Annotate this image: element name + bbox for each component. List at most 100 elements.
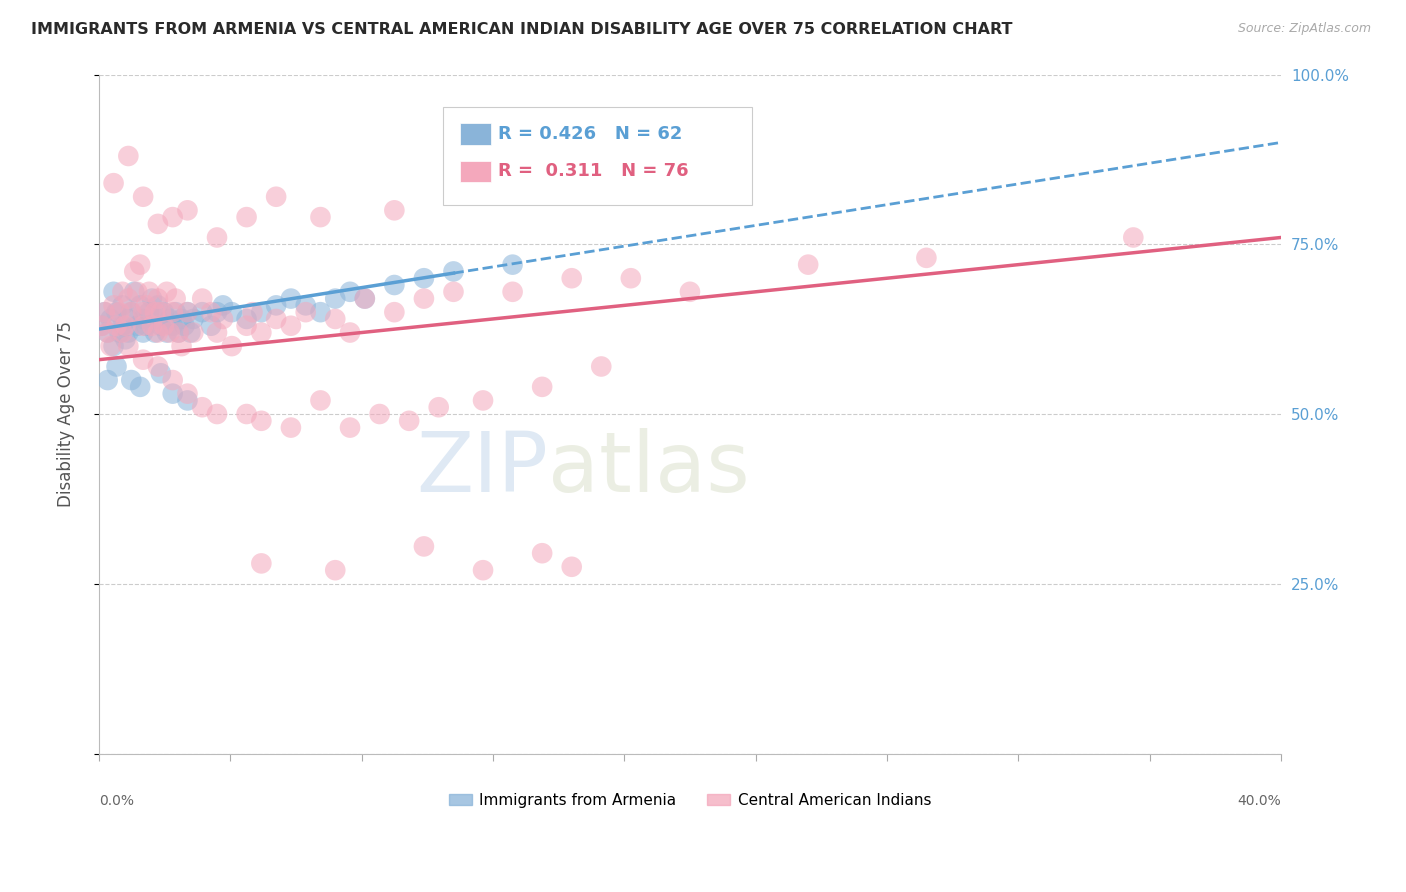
- Point: [561, 559, 583, 574]
- Point: [382, 278, 405, 293]
- Point: [105, 305, 128, 319]
- Point: [250, 326, 273, 340]
- Point: [129, 380, 152, 394]
- Point: [162, 305, 184, 319]
- Point: [108, 305, 131, 319]
- Point: [165, 292, 187, 306]
- Point: [353, 292, 375, 306]
- Point: [264, 298, 287, 312]
- Point: [427, 401, 450, 415]
- Point: [156, 326, 179, 340]
- Point: [176, 393, 198, 408]
- Point: [127, 318, 149, 333]
- Point: [170, 339, 193, 353]
- Text: 0.0%: 0.0%: [98, 794, 134, 808]
- Point: [200, 305, 222, 319]
- Point: [353, 292, 375, 306]
- Point: [135, 298, 157, 312]
- Point: [97, 326, 120, 340]
- Point: [129, 258, 152, 272]
- Point: [167, 326, 190, 340]
- Y-axis label: Disability Age Over 75: Disability Age Over 75: [58, 321, 75, 507]
- Point: [264, 312, 287, 326]
- Point: [146, 217, 169, 231]
- Point: [339, 285, 361, 299]
- Point: [146, 292, 169, 306]
- Point: [111, 326, 134, 340]
- Point: [149, 305, 172, 319]
- Point: [156, 285, 179, 299]
- Point: [117, 312, 139, 326]
- Point: [120, 305, 142, 319]
- Point: [146, 312, 169, 326]
- Point: [103, 339, 125, 353]
- Point: [235, 210, 257, 224]
- Point: [531, 380, 554, 394]
- Point: [93, 305, 115, 319]
- Point: [90, 318, 112, 333]
- Point: [146, 326, 169, 340]
- Point: [797, 258, 820, 272]
- Point: [413, 540, 436, 554]
- Point: [120, 373, 142, 387]
- Point: [235, 318, 257, 333]
- Point: [165, 305, 187, 319]
- Text: ZIP: ZIP: [416, 428, 548, 508]
- Point: [162, 318, 184, 333]
- Point: [620, 271, 643, 285]
- Point: [323, 312, 346, 326]
- Point: [205, 326, 228, 340]
- Point: [212, 312, 235, 326]
- Point: [97, 326, 120, 340]
- Point: [413, 271, 436, 285]
- Point: [159, 326, 181, 340]
- Point: [382, 203, 405, 218]
- Text: atlas: atlas: [548, 428, 749, 508]
- Point: [138, 285, 160, 299]
- Point: [561, 271, 583, 285]
- Point: [176, 203, 198, 218]
- Point: [221, 305, 243, 319]
- Point: [191, 305, 214, 319]
- Point: [127, 285, 149, 299]
- Point: [264, 190, 287, 204]
- Point: [280, 318, 302, 333]
- Point: [111, 298, 134, 312]
- Point: [132, 318, 155, 333]
- Point: [141, 292, 163, 306]
- Point: [162, 373, 184, 387]
- Point: [114, 318, 136, 333]
- Point: [339, 420, 361, 434]
- Point: [120, 305, 142, 319]
- Point: [117, 339, 139, 353]
- Point: [103, 298, 125, 312]
- Point: [183, 312, 205, 326]
- Point: [149, 366, 172, 380]
- Point: [122, 264, 145, 278]
- Point: [323, 292, 346, 306]
- Point: [242, 305, 264, 319]
- Point: [280, 420, 302, 434]
- Legend: Immigrants from Armenia, Central American Indians: Immigrants from Armenia, Central America…: [443, 787, 938, 814]
- Point: [323, 563, 346, 577]
- Point: [176, 305, 198, 319]
- Point: [309, 305, 332, 319]
- Text: R =  0.311   N = 76: R = 0.311 N = 76: [498, 162, 689, 180]
- Point: [90, 318, 112, 333]
- Point: [108, 326, 131, 340]
- Point: [97, 373, 120, 387]
- Point: [502, 258, 524, 272]
- Point: [339, 326, 361, 340]
- Point: [472, 563, 495, 577]
- Point: [280, 292, 302, 306]
- Point: [915, 251, 938, 265]
- Point: [132, 352, 155, 367]
- Point: [1122, 230, 1144, 244]
- Point: [135, 318, 157, 333]
- Point: [398, 414, 420, 428]
- Point: [162, 210, 184, 224]
- Point: [141, 318, 163, 333]
- Point: [117, 149, 139, 163]
- Point: [212, 298, 235, 312]
- Text: R = 0.426   N = 62: R = 0.426 N = 62: [498, 125, 682, 143]
